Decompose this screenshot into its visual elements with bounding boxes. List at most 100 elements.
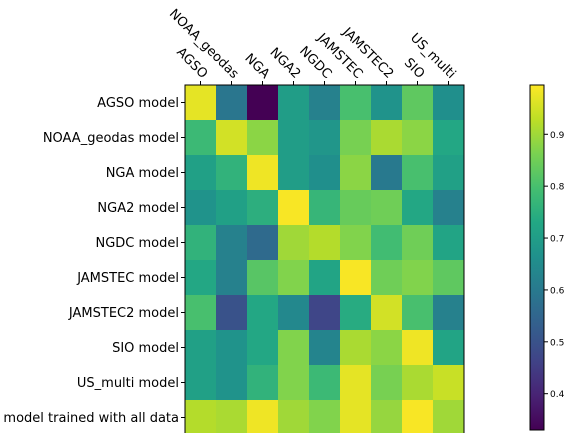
heatmap-cell-7-1 <box>216 330 248 366</box>
heatmap-cell-8-2 <box>247 365 279 401</box>
heatmap-cell-5-6 <box>371 260 403 296</box>
x-tick-label: SIO <box>401 55 427 81</box>
colorbar-tick-label: 0.4 <box>550 390 565 400</box>
y-tick-label: NGA2 model <box>97 201 179 216</box>
heatmap-cell-2-7 <box>402 155 434 191</box>
heatmap-cell-5-8 <box>433 260 465 296</box>
heatmap-cell-9-1 <box>216 400 248 433</box>
colorbar-tick-label: 0.6 <box>550 286 565 296</box>
heatmap-cell-0-7 <box>402 85 434 121</box>
heatmap-cell-6-1 <box>216 295 248 331</box>
heatmap-cell-6-0 <box>185 295 217 331</box>
heatmap-cell-9-3 <box>278 400 310 433</box>
heatmap-cell-8-1 <box>216 365 248 401</box>
heatmap-cell-8-7 <box>402 365 434 401</box>
heatmap-cell-6-3 <box>278 295 310 331</box>
heatmap-cell-8-3 <box>278 365 310 401</box>
heatmap-cells <box>185 85 465 433</box>
y-tick-label: NGDC model <box>96 236 180 251</box>
heatmap-cell-4-2 <box>247 225 279 261</box>
heatmap-cell-1-7 <box>402 120 434 156</box>
y-tick-label: US_multi model <box>77 376 179 391</box>
heatmap-cell-2-4 <box>309 155 341 191</box>
heatmap-cell-3-4 <box>309 190 341 226</box>
heatmap-cell-1-2 <box>247 120 279 156</box>
heatmap-cell-7-2 <box>247 330 279 366</box>
heatmap-cell-5-4 <box>309 260 341 296</box>
y-tick-label: NOAA_geodas model <box>43 131 179 146</box>
heatmap-cell-7-8 <box>433 330 465 366</box>
heatmap-cell-6-7 <box>402 295 434 331</box>
y-tick-label: NGA model <box>106 166 179 181</box>
heatmap-cell-3-3 <box>278 190 310 226</box>
heatmap-cell-6-5 <box>340 295 372 331</box>
heatmap-cell-1-6 <box>371 120 403 156</box>
heatmap-cell-7-3 <box>278 330 310 366</box>
heatmap-cell-7-6 <box>371 330 403 366</box>
heatmap-cell-4-3 <box>278 225 310 261</box>
heatmap-cell-2-3 <box>278 155 310 191</box>
y-tick-label: AGSO model <box>97 96 179 111</box>
colorbar-tick-label: 0.8 <box>550 183 565 193</box>
heatmap-cell-0-4 <box>309 85 341 121</box>
heatmap-cell-1-1 <box>216 120 248 156</box>
heatmap-cell-0-0 <box>185 85 217 121</box>
heatmap-cell-2-5 <box>340 155 372 191</box>
heatmap-cell-8-8 <box>433 365 465 401</box>
heatmap-cell-2-0 <box>185 155 217 191</box>
heatmap-cell-9-2 <box>247 400 279 433</box>
colorbar-tick-label: 0.5 <box>550 338 564 348</box>
heatmap-cell-3-1 <box>216 190 248 226</box>
colorbar-tick-label: 0.9 <box>550 131 565 141</box>
heatmap-cell-6-8 <box>433 295 465 331</box>
heatmap-cell-7-4 <box>309 330 341 366</box>
heatmap-cell-9-8 <box>433 400 465 433</box>
heatmap-cell-4-6 <box>371 225 403 261</box>
heatmap-cell-0-3 <box>278 85 310 121</box>
heatmap-cell-1-8 <box>433 120 465 156</box>
heatmap-cell-4-0 <box>185 225 217 261</box>
heatmap-cell-0-8 <box>433 85 465 121</box>
heatmap-cell-4-5 <box>340 225 372 261</box>
heatmap-cell-6-2 <box>247 295 279 331</box>
heatmap-cell-8-4 <box>309 365 341 401</box>
heatmap-cell-0-1 <box>216 85 248 121</box>
heatmap-cell-2-1 <box>216 155 248 191</box>
colorbar-tick-label: 0.7 <box>550 235 564 245</box>
heatmap-cell-1-0 <box>185 120 217 156</box>
y-tick-label: JAMSTEC2 model <box>68 306 179 321</box>
colorbar-ticks: 0.4 0.5 0.6 0.7 0.8 0.9 <box>544 131 565 400</box>
heatmap-cell-4-1 <box>216 225 248 261</box>
heatmap-cell-0-5 <box>340 85 372 121</box>
heatmap-cell-5-0 <box>185 260 217 296</box>
heatmap-cell-5-1 <box>216 260 248 296</box>
heatmap-cell-7-7 <box>402 330 434 366</box>
y-axis-ticks: AGSO model NOAA_geodas model NGA model NGA2… <box>3 96 185 426</box>
heatmap-cell-3-2 <box>247 190 279 226</box>
heatmap-cell-3-0 <box>185 190 217 226</box>
heatmap-cell-0-6 <box>371 85 403 121</box>
heatmap-cell-7-5 <box>340 330 372 366</box>
heatmap-cell-9-5 <box>340 400 372 433</box>
heatmap-cell-6-6 <box>371 295 403 331</box>
heatmap-cell-9-7 <box>402 400 434 433</box>
heatmap-cell-8-5 <box>340 365 372 401</box>
colorbar <box>529 84 545 431</box>
heatmap-cell-7-0 <box>185 330 217 366</box>
heatmap-cell-6-4 <box>309 295 341 331</box>
y-tick-label: SIO model <box>112 341 179 356</box>
heatmap-cell-0-2 <box>247 85 279 121</box>
x-tick-label: NGA2 <box>267 45 304 82</box>
y-tick-label: JAMSTEC model <box>76 271 179 286</box>
heatmap-cell-2-8 <box>433 155 465 191</box>
heatmap-cell-3-6 <box>371 190 403 226</box>
heatmap-cell-5-3 <box>278 260 310 296</box>
heatmap-cell-2-2 <box>247 155 279 191</box>
heatmap-cell-9-0 <box>185 400 217 433</box>
heatmap-cell-2-6 <box>371 155 403 191</box>
heatmap-cell-3-7 <box>402 190 434 226</box>
heatmap-cell-8-6 <box>371 365 403 401</box>
heatmap-cell-3-8 <box>433 190 465 226</box>
